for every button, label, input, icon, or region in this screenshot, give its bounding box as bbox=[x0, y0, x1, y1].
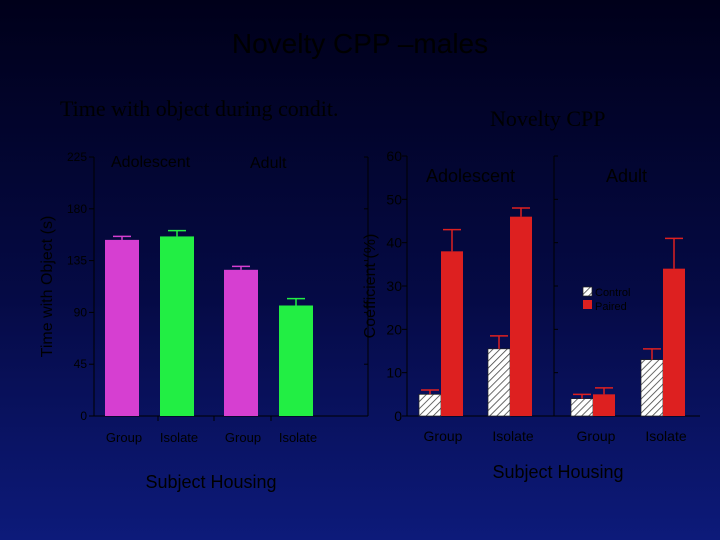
slide-title: Novelty CPP –males bbox=[231, 28, 489, 59]
right-group-label-adolescent: Adolescent bbox=[426, 166, 515, 186]
right-y-tick-label: 0 bbox=[394, 408, 402, 424]
left-x-tick-label: Isolate bbox=[160, 430, 198, 445]
right-bar-paired-group bbox=[441, 251, 463, 416]
left-group-label-adult: Adult bbox=[250, 155, 287, 172]
legend-swatch-paired bbox=[583, 300, 592, 309]
left-y-tick-label: 225 bbox=[67, 150, 87, 164]
left-bar-group bbox=[224, 269, 258, 416]
left-group-label-adolescent: Adolescent bbox=[111, 154, 191, 171]
left-chart-title: Time with object during condit. bbox=[60, 96, 339, 121]
left-x-tick-label: Isolate bbox=[279, 430, 317, 445]
right-chart: 0 10 20 30 40 50 60 Coefficient (%) Group Isolate… bbox=[362, 148, 700, 482]
right-x-tick-label: Isolate bbox=[645, 428, 686, 444]
left-y-tick-label: 135 bbox=[67, 254, 87, 268]
right-group-label-adult: Adult bbox=[606, 166, 647, 186]
right-bar-control-group bbox=[418, 393, 442, 417]
right-bar-control-isolate bbox=[487, 348, 511, 417]
right-x-axis-label: Subject Housing bbox=[492, 462, 623, 482]
left-bar-isolate bbox=[160, 236, 194, 416]
right-bar-paired-group bbox=[593, 394, 615, 416]
right-bar-paired-isolate bbox=[663, 268, 685, 416]
left-y-tick-label: 180 bbox=[67, 202, 87, 216]
legend-label-control: Control bbox=[595, 287, 630, 299]
left-chart: 0 45 90 135 180 225 Time with Object (s) Group I… bbox=[39, 150, 369, 492]
legend-label-paired: Paired bbox=[595, 301, 627, 313]
right-x-tick-label: Group bbox=[577, 428, 616, 444]
right-y-axis-label: Coefficient (%) bbox=[362, 234, 379, 339]
left-x-tick-label: Group bbox=[225, 430, 261, 445]
right-x-tick-label: Group bbox=[424, 428, 463, 444]
right-y-tick-label: 50 bbox=[386, 191, 402, 207]
left-bar-group bbox=[105, 239, 139, 416]
right-x-tick-label: Isolate bbox=[492, 428, 533, 444]
left-y-tick-label: 0 bbox=[80, 409, 87, 423]
right-y-tick-label: 60 bbox=[386, 148, 402, 164]
left-x-tick-label: Group bbox=[106, 430, 142, 445]
left-x-axis-label: Subject Housing bbox=[145, 472, 276, 492]
left-y-tick-label: 90 bbox=[74, 305, 88, 319]
legend-swatch-control bbox=[582, 286, 593, 297]
left-y-axis-label: Time with Object (s) bbox=[39, 216, 56, 358]
right-y-tick-label: 40 bbox=[386, 235, 402, 251]
right-bar-paired-isolate bbox=[510, 216, 532, 416]
right-y-tick-label: 20 bbox=[386, 321, 402, 337]
right-y-tick-label: 30 bbox=[386, 278, 402, 294]
right-bar-control-isolate bbox=[640, 359, 664, 417]
right-bar-control-group bbox=[570, 398, 594, 417]
right-chart-title: Novelty CPP bbox=[490, 106, 606, 131]
right-y-tick-label: 10 bbox=[386, 365, 402, 381]
left-y-tick-label: 45 bbox=[74, 357, 88, 371]
left-bar-isolate bbox=[279, 305, 313, 416]
